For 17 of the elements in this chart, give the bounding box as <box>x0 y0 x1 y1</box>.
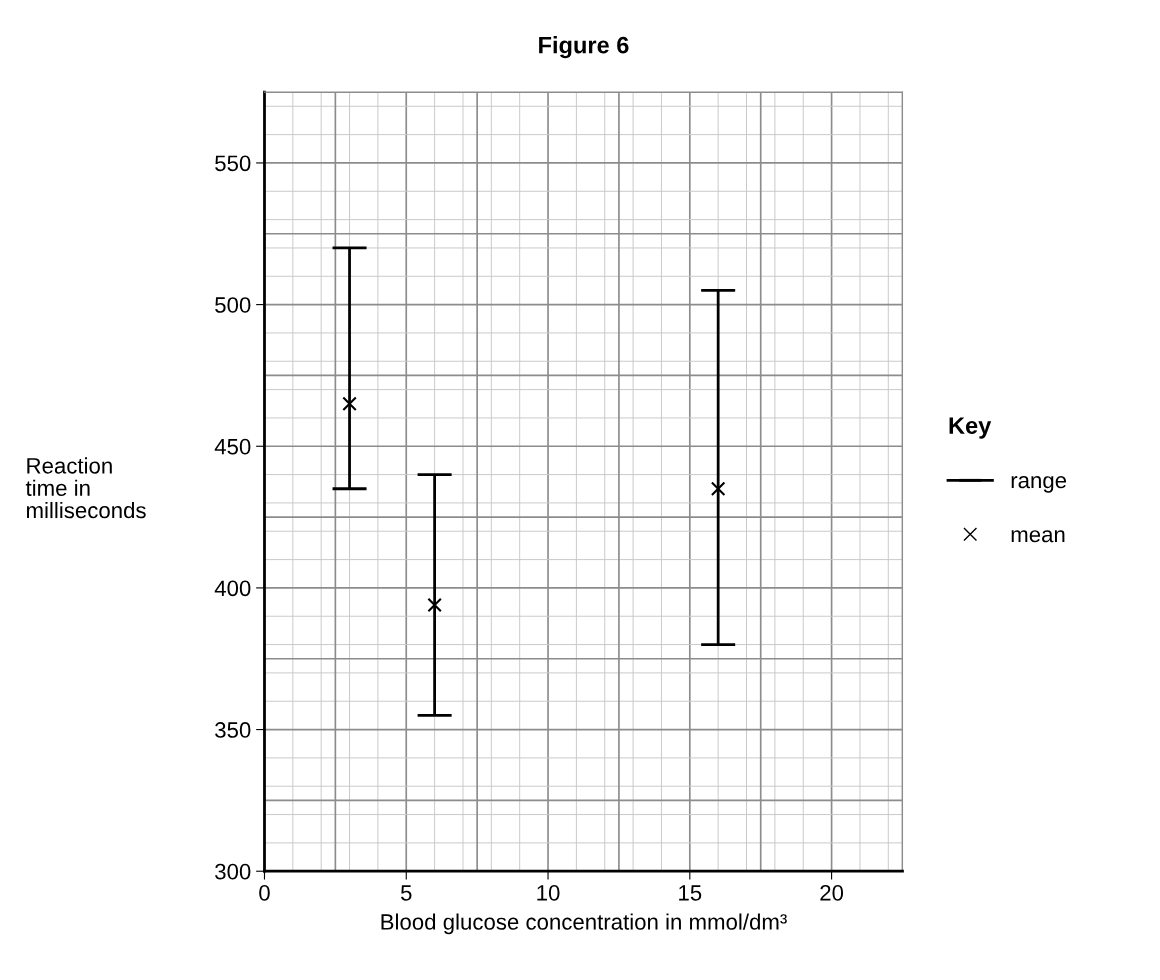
y-tick-label: 350 <box>215 722 251 738</box>
y-axis-title: Reaction time in milliseconds <box>25 457 146 519</box>
y-tick-label: 450 <box>214 438 251 455</box>
x-tick-label: 20 <box>820 885 844 901</box>
chart-title: Figure 6 <box>539 36 629 59</box>
x-tick-label: 0 <box>259 885 270 901</box>
y-tick-label: 550 <box>215 155 251 172</box>
legend-label: mean <box>1011 530 1065 543</box>
x-axis-title: Blood glucose concentration in mmol/dm³ <box>381 913 787 935</box>
x-tick-label: 10 <box>537 885 560 901</box>
y-tick-label: 400 <box>214 580 251 597</box>
y-tick-label: 300 <box>215 863 251 880</box>
legend-title: Key <box>949 417 992 439</box>
y-tick-label: 500 <box>215 297 251 313</box>
x-tick-label: 5 <box>400 885 412 901</box>
x-tick-label: 15 <box>679 885 702 901</box>
text: range <box>1011 476 1067 493</box>
